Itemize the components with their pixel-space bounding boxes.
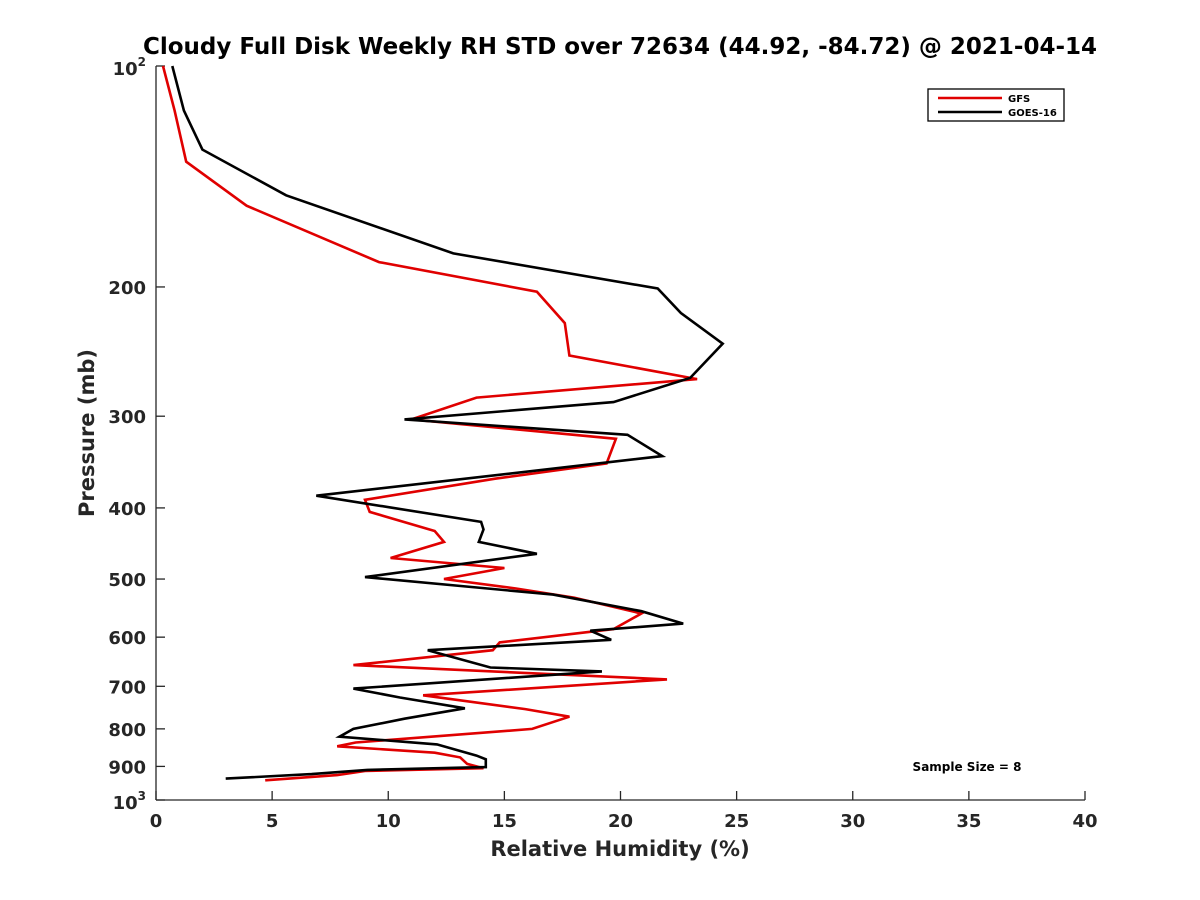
y-tick-label: 700 xyxy=(108,677,146,698)
x-tick-label: 5 xyxy=(266,811,279,832)
x-tick-label: 0 xyxy=(150,811,163,832)
chart-title: Cloudy Full Disk Weekly RH STD over 7263… xyxy=(143,34,1097,60)
x-tick-label: 25 xyxy=(724,811,749,832)
x-tick-label: 30 xyxy=(840,811,865,832)
y-tick-label: 500 xyxy=(108,570,146,591)
x-tick-label: 15 xyxy=(492,811,517,832)
y-tick-label: 900 xyxy=(108,757,146,778)
x-axis-label: Relative Humidity (%) xyxy=(490,837,749,861)
legend-label: GOES-16 xyxy=(1008,108,1057,119)
y-axis-label: Pressure (mb) xyxy=(75,349,99,517)
x-tick-label: 20 xyxy=(608,811,633,832)
y-tick-label: 102 xyxy=(113,55,146,80)
y-tick-label: 600 xyxy=(108,628,146,649)
series-line-goes-16 xyxy=(171,65,725,780)
y-tick-label: 300 xyxy=(108,407,146,428)
y-tick-label: 200 xyxy=(108,278,146,299)
sample-size-annotation: Sample Size = 8 xyxy=(913,760,1022,774)
series-line-gfs xyxy=(161,65,698,782)
x-tick-label: 35 xyxy=(956,811,981,832)
x-tick-label: 40 xyxy=(1072,811,1097,832)
plot-area: 0 5 10 15 20 25 30 35 40 102 200 300 400 500 600 700 800… xyxy=(108,55,1097,832)
y-tick-label: 400 xyxy=(108,499,146,520)
legend-label: GFS xyxy=(1008,94,1030,105)
legend: GFS GOES-16 xyxy=(927,88,1065,122)
x-tick-label: 10 xyxy=(376,811,401,832)
legend-box xyxy=(927,88,1065,122)
y-tick-label: 103 xyxy=(113,789,146,814)
y-tick-label: 800 xyxy=(108,720,146,741)
